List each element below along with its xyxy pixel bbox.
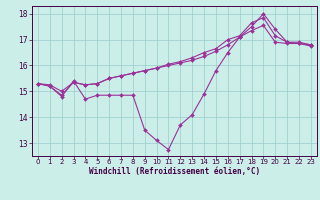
X-axis label: Windchill (Refroidissement éolien,°C): Windchill (Refroidissement éolien,°C) <box>89 167 260 176</box>
